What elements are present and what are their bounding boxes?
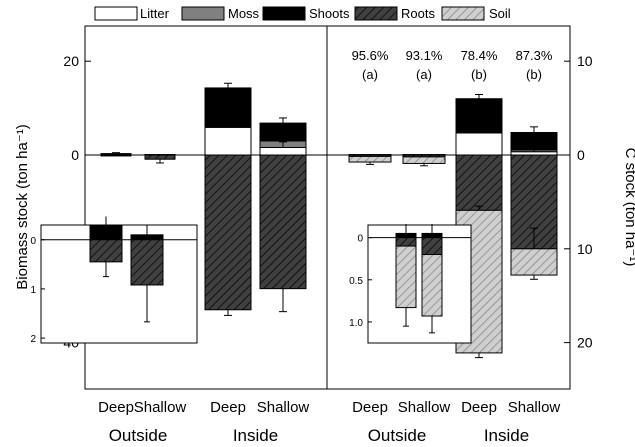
bar-segment-shoots	[455, 98, 503, 134]
legend-label: Soil	[489, 6, 511, 21]
x-group-label: Outside	[368, 426, 427, 445]
percent-label: 95.6%	[352, 48, 389, 63]
bar-segment-litter	[204, 126, 252, 156]
legend-swatch	[441, 6, 485, 21]
y-tick-label-right: 10	[577, 53, 593, 69]
y-tick-label-right: 0	[577, 147, 585, 163]
significance-letter: (a)	[362, 67, 378, 82]
inset-bar-roots	[395, 237, 417, 247]
inset-bar-roots	[89, 239, 123, 263]
inset-bar-roots	[421, 237, 443, 255]
legend-swatch	[181, 6, 225, 21]
inset-bar-soil	[395, 245, 417, 309]
inset-bar-shoots	[395, 232, 417, 239]
inset-bar-shoots	[89, 225, 123, 241]
significance-letter: (a)	[416, 67, 432, 82]
x-category-label: Shallow	[134, 399, 187, 416]
bar-segment-shoots	[204, 87, 252, 128]
x-group-label: Inside	[484, 426, 529, 445]
legend-label: Litter	[140, 6, 170, 21]
y-tick-label-right: 10	[577, 241, 593, 257]
percent-label: 87.3%	[516, 48, 553, 63]
inset-frame	[367, 224, 472, 344]
bar-segment-shoots	[259, 122, 307, 142]
bar-segment-soil	[402, 156, 446, 164]
y-tick-label-left: 0	[71, 147, 79, 163]
x-category-label: Shallow	[398, 399, 451, 416]
legend-swatch	[94, 6, 138, 21]
x-category-label: Deep	[352, 399, 388, 416]
bar-segment-litter	[455, 132, 503, 156]
x-category-label: Deep	[98, 399, 134, 416]
inset-tick-label: 1.0	[349, 318, 363, 329]
legend-item-litter: Litter	[94, 6, 170, 21]
legend-label: Roots	[401, 6, 435, 21]
legend-swatch	[262, 6, 306, 21]
bar-segment-soil	[348, 155, 392, 163]
inset-tick-label: 2	[30, 334, 36, 345]
x-category-label: Shallow	[508, 399, 561, 416]
x-category-label: Deep	[461, 399, 497, 416]
legend-item-roots: Roots	[354, 6, 435, 21]
bar-segment-roots	[259, 154, 307, 290]
x-group-label: Outside	[109, 426, 168, 445]
inset-tick-label: 0	[357, 234, 363, 245]
inset-bar-soil	[421, 254, 443, 317]
legend-item-soil: Soil	[441, 6, 511, 21]
legend-item-moss: Moss	[181, 6, 260, 21]
x-category-label: Shallow	[257, 399, 310, 416]
inset-bar-shoots	[421, 232, 443, 239]
significance-letter: (b)	[471, 67, 487, 82]
bar-segment-shoots	[510, 131, 558, 151]
inset-tick-label: 0.5	[349, 276, 363, 287]
legend-label: Moss	[228, 6, 260, 21]
y-tick-label-right: 20	[577, 335, 593, 351]
legend-item-shoots: Shoots	[262, 6, 350, 21]
legend: Litter Moss Shoots Roots Soil	[94, 6, 511, 21]
legend-label: Shoots	[309, 6, 350, 21]
bar-segment-soil	[510, 248, 558, 276]
bar-segment-roots	[455, 154, 503, 211]
chart-marks: 20020401001020DeepShallowDeepShallowOuts…	[30, 48, 592, 445]
legend-swatch	[354, 6, 398, 21]
bar-segment-roots	[144, 154, 176, 160]
y-tick-label-left: 20	[63, 53, 79, 69]
bar-segment-roots	[204, 154, 252, 311]
bar-segment-litter	[259, 146, 307, 156]
bar-segment-roots	[100, 154, 132, 157]
x-group-label: Inside	[233, 426, 278, 445]
x-category-label: Deep	[210, 399, 246, 416]
inset-bar-shoots	[130, 234, 164, 241]
significance-letter: (b)	[526, 67, 542, 82]
y-axis-label-right: C stock (ton ha⁻¹)	[622, 148, 635, 267]
percent-label: 93.1%	[406, 48, 443, 63]
inset-bar-roots	[130, 239, 164, 286]
percent-label: 78.4%	[461, 48, 498, 63]
y-axis-label-left: Biomass stock (ton ha⁻¹)	[14, 124, 31, 289]
inset-tick-label: 0	[30, 236, 36, 247]
inset-tick-label: 1	[30, 285, 36, 296]
